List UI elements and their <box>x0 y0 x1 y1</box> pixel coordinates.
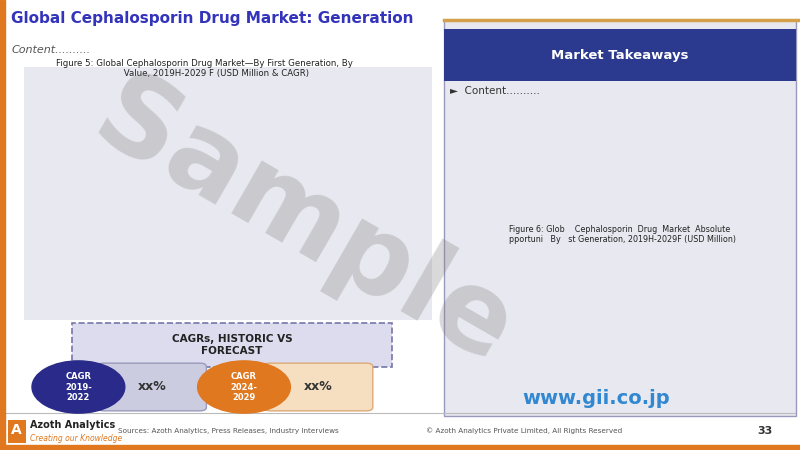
Bar <box>43 229 66 306</box>
Text: Azoth Analytics: Azoth Analytics <box>30 420 116 430</box>
Text: 33: 33 <box>758 426 773 436</box>
Text: Figure 6: Glob    Cephalosporin  Drug  Market  Absolute
  pportuni   By   st Gen: Figure 6: Glob Cephalosporin Drug Market… <box>504 225 736 244</box>
Text: Sources: Azoth Analytics, Press Releases, Industry Interviews: Sources: Azoth Analytics, Press Releases… <box>118 428 338 434</box>
Bar <box>78 229 101 306</box>
Text: Creating our Knowledge: Creating our Knowledge <box>30 434 122 443</box>
Bar <box>740 260 773 355</box>
Text: CAGR
2019-
2022: CAGR 2019- 2022 <box>65 372 92 402</box>
Bar <box>252 206 274 306</box>
Text: © Azoth Analytics Private Limited, All Rights Reserved: © Azoth Analytics Private Limited, All R… <box>426 428 622 434</box>
Bar <box>686 290 718 355</box>
Text: xx%: xx% <box>304 381 333 393</box>
Bar <box>113 229 135 306</box>
Text: www.gii.co.jp: www.gii.co.jp <box>522 389 670 408</box>
Text: Sample: Sample <box>76 63 532 387</box>
Bar <box>182 229 205 306</box>
Text: Content..........: Content.......... <box>11 45 90 55</box>
Text: ►  Content..........: ► Content.......... <box>450 86 539 95</box>
Bar <box>466 314 499 355</box>
Text: xx%: xx% <box>138 381 166 393</box>
Bar <box>148 176 170 306</box>
Text: CAGR
2024-
2029: CAGR 2024- 2029 <box>230 372 258 402</box>
Bar <box>322 171 344 306</box>
Text: A: A <box>11 423 22 437</box>
Bar <box>521 355 554 385</box>
Text: Figure 5: Global Cephalosporin Drug Market—By First Generation, By
         Valu: Figure 5: Global Cephalosporin Drug Mark… <box>55 58 353 78</box>
Bar <box>390 137 414 306</box>
Bar <box>286 189 309 306</box>
Text: Global Cephalosporin Drug Market: Generation: Global Cephalosporin Drug Market: Genera… <box>11 11 414 26</box>
Bar <box>217 223 240 306</box>
Text: CAGRs, HISTORIC VS
FORECAST: CAGRs, HISTORIC VS FORECAST <box>172 334 292 356</box>
Text: Market Takeaways: Market Takeaways <box>551 49 689 62</box>
Bar <box>630 314 663 355</box>
Bar <box>576 331 609 355</box>
Bar <box>356 154 378 306</box>
